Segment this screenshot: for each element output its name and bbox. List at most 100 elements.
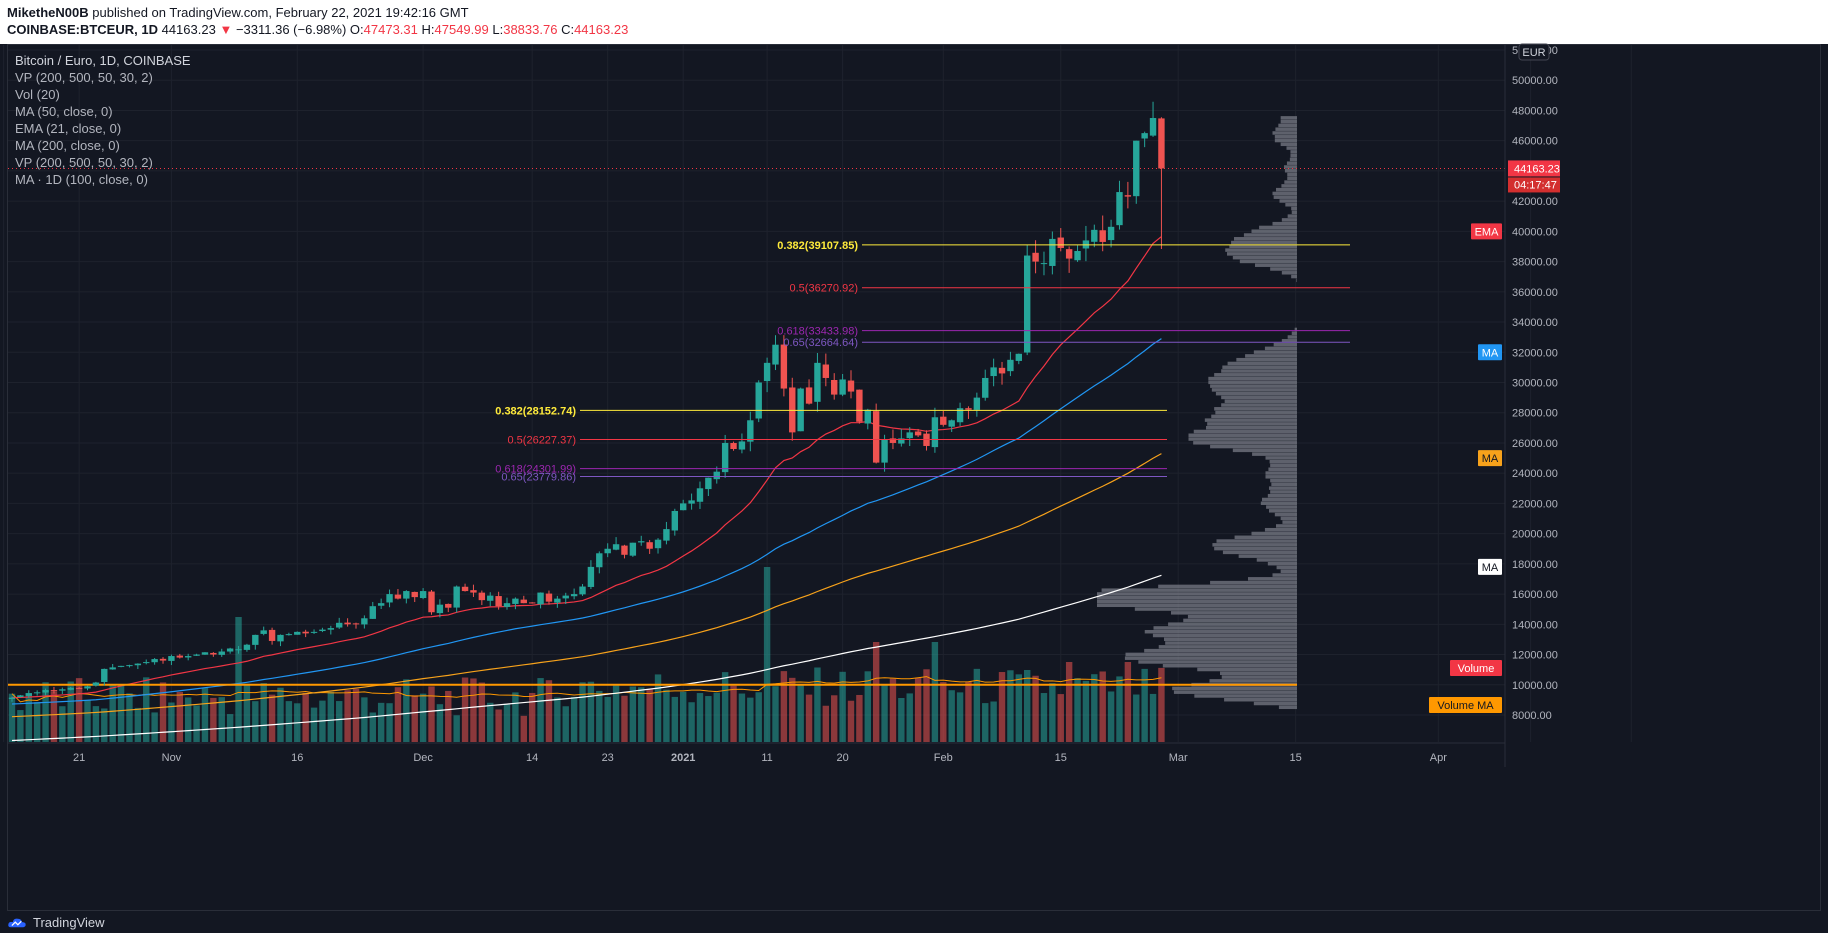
volume-bar — [537, 678, 544, 742]
candle — [428, 589, 435, 615]
volume-bar — [1049, 683, 1056, 742]
volume-profile-bar — [1214, 373, 1297, 377]
candle-body — [1116, 192, 1123, 226]
volume-profile-bar — [1183, 618, 1297, 623]
price-chart[interactable]: 0.382(39107.85) 0.5(36270.92) 0.618(33433.… — [0, 0, 1828, 911]
volume-profile-bar — [1206, 425, 1297, 430]
candle-body — [1124, 195, 1132, 197]
candle-body — [940, 416, 947, 425]
volume-bar — [1015, 674, 1022, 742]
volume-profile-bar — [1188, 433, 1297, 437]
volume-profile-bar — [1286, 161, 1297, 165]
volume-bar — [948, 690, 955, 742]
volume-profile-bar — [1287, 172, 1297, 177]
volume-profile-bar — [1284, 169, 1297, 173]
candle — [747, 411, 754, 452]
volume-profile-bar — [1208, 376, 1297, 381]
volume-profile-bar — [1227, 361, 1297, 366]
series-name[interactable]: Bitcoin / Euro, 1D, COINBASE — [15, 53, 191, 68]
candle — [898, 428, 905, 447]
volume-profile-bar — [1272, 221, 1297, 226]
candle-body — [721, 442, 729, 473]
volume-profile-bar — [1248, 577, 1297, 581]
indicator-vol[interactable]: Vol (20) — [15, 87, 60, 102]
candle-body — [638, 541, 645, 543]
volume-bar — [369, 712, 376, 742]
volume-profile-bar — [1172, 686, 1297, 691]
candle — [394, 589, 402, 600]
volume-profile-bar — [1216, 539, 1297, 543]
volume-bar — [252, 701, 259, 742]
indicator-ma100[interactable]: MA · 1D (100, close, 0) — [15, 172, 148, 187]
volume-bar — [629, 686, 637, 742]
author-name[interactable]: MiketheN00B — [7, 5, 89, 20]
volume-bar — [1116, 676, 1123, 742]
candle — [965, 406, 972, 419]
indicator-vp-2[interactable]: VP (200, 500, 50, 30, 2) — [15, 155, 153, 170]
candle — [948, 419, 955, 433]
indicator-ema21[interactable]: EMA (21, close, 0) — [15, 121, 122, 136]
last-price-tag-value: 44163.23 — [1514, 163, 1560, 175]
volume-bar — [898, 697, 905, 742]
candle — [562, 592, 569, 605]
volume-profile-bar — [1253, 701, 1297, 706]
volume-profile-bar — [1294, 327, 1297, 332]
volume-profile-bar — [1222, 365, 1297, 369]
candle — [528, 602, 536, 604]
volume-profile-bar — [1188, 437, 1297, 441]
candle-body — [914, 431, 922, 436]
volume-bar — [520, 715, 527, 742]
volume-profile-bar — [1260, 501, 1297, 505]
high-label: H: — [421, 22, 435, 37]
last-price: 44163.23 — [161, 22, 216, 37]
volume-profile-bar — [1280, 142, 1297, 147]
candle-body — [226, 648, 234, 652]
volume-profile-bar — [1270, 490, 1297, 494]
indicator-ma200[interactable]: MA (200, close, 0) — [15, 138, 120, 153]
fib-label: 0.618(24301.99) — [495, 464, 576, 476]
volume-profile-bar — [1209, 679, 1297, 683]
candle-body — [797, 388, 804, 432]
volume-bar — [17, 710, 24, 742]
candle-body — [84, 686, 91, 689]
volume-profile-bar — [1264, 527, 1297, 532]
volume-profile-bar — [1286, 146, 1297, 150]
footer: TradingView — [0, 911, 1828, 933]
price-tick-label: 14000.00 — [1512, 619, 1558, 631]
volume-bar — [310, 707, 318, 742]
volume-profile — [1097, 116, 1297, 710]
volume-profile-bar — [1267, 493, 1297, 498]
volume-profile-bar — [1231, 240, 1297, 245]
candle — [25, 690, 32, 698]
volume-profile-bar — [1269, 459, 1297, 464]
candle-body — [1141, 133, 1148, 139]
tradingview-brand[interactable]: TradingView — [6, 915, 105, 930]
candle-body — [419, 591, 427, 599]
indicator-ma50[interactable]: MA (50, close, 0) — [15, 104, 113, 119]
volume-bar — [268, 694, 276, 742]
close-value: 44163.23 — [574, 22, 629, 37]
volume-profile-bar — [1125, 652, 1297, 657]
candle-body — [50, 690, 58, 692]
volume-profile-bar — [1296, 278, 1297, 283]
volume-profile-bar — [1265, 471, 1297, 475]
volume-bar — [570, 696, 578, 742]
candle-body — [998, 367, 1006, 374]
candle — [319, 627, 326, 633]
candle-body — [872, 411, 880, 463]
volume-profile-bar — [1229, 244, 1297, 249]
candle — [1057, 228, 1064, 252]
volume-profile-bar — [1215, 391, 1297, 396]
candle-body — [168, 656, 175, 661]
price-tick-label: 20000.00 — [1512, 529, 1558, 541]
volume-ma-line — [11, 676, 1162, 703]
indicator-vp-1[interactable]: VP (200, 500, 50, 30, 2) — [15, 70, 153, 85]
high-value: 47549.99 — [434, 22, 489, 37]
candle — [705, 477, 712, 497]
candle-body — [654, 539, 662, 549]
candle — [638, 535, 645, 546]
candle-body — [1107, 226, 1115, 241]
candle-body — [184, 656, 192, 658]
volume-bar — [612, 685, 620, 742]
time-tick-label: 21 — [73, 752, 85, 764]
